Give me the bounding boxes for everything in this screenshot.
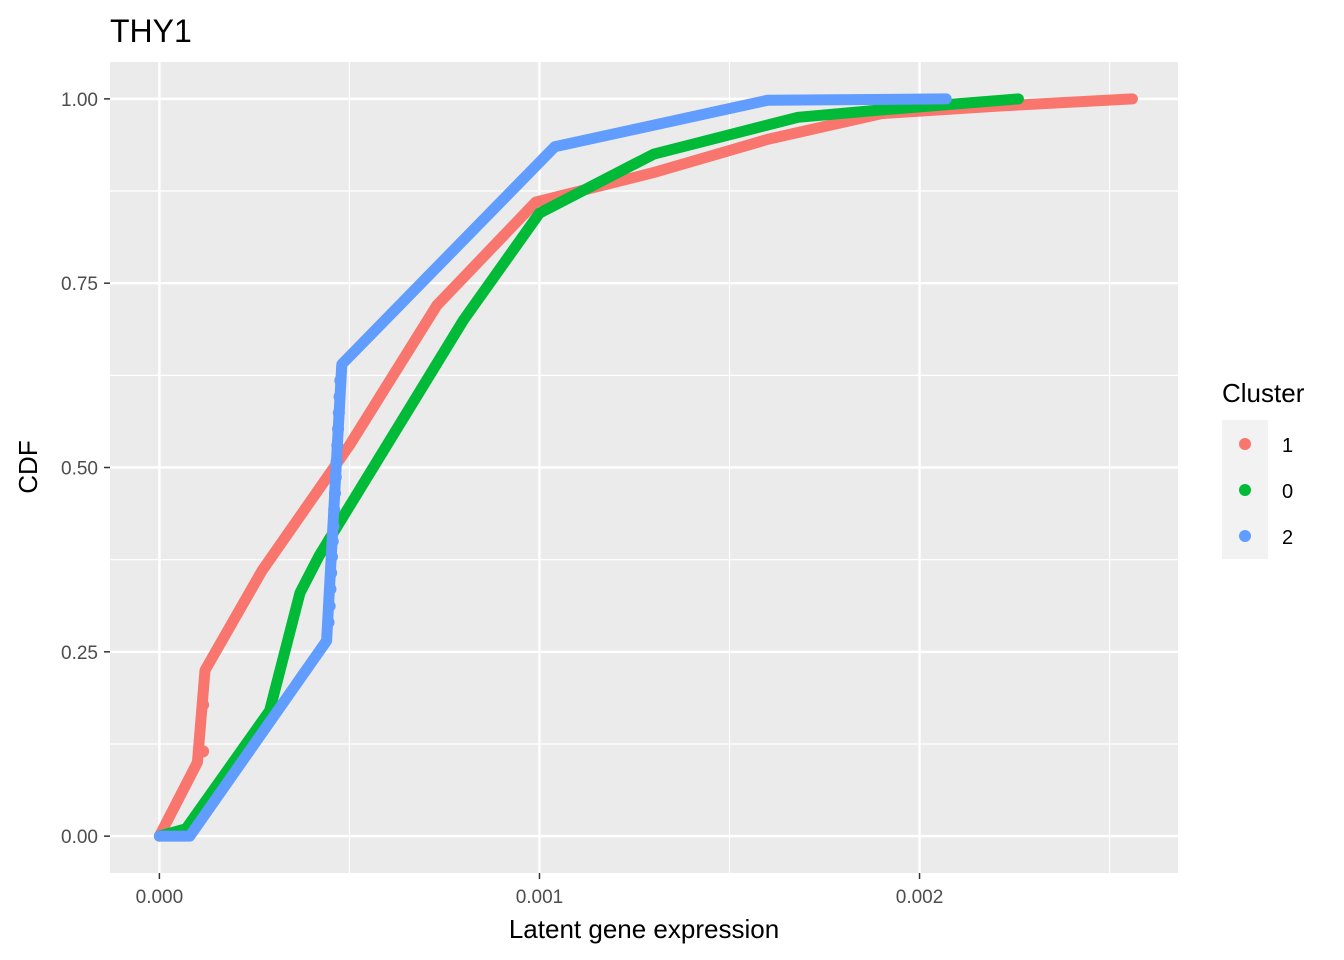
series-point-2 xyxy=(332,423,345,436)
y-tick-label: 0.75 xyxy=(61,274,98,295)
series-point-2 xyxy=(325,550,338,563)
series-point-2 xyxy=(322,616,335,629)
series-point-2 xyxy=(325,566,338,579)
legend-label-1: 1 xyxy=(1282,435,1293,457)
legend-key-1 xyxy=(1239,438,1251,450)
series-point-1 xyxy=(197,745,210,758)
series-0 xyxy=(153,93,1024,842)
x-tick-label: 0.002 xyxy=(896,887,944,908)
series-line-0 xyxy=(153,93,1024,842)
series-point-2 xyxy=(334,374,347,387)
series-point-2 xyxy=(330,455,343,468)
x-tick-label: 0.000 xyxy=(136,887,184,908)
legend-key-2 xyxy=(1239,530,1251,542)
series-point-2 xyxy=(329,471,342,484)
x-tick-label: 0.001 xyxy=(516,887,564,908)
series-point-2 xyxy=(329,487,342,500)
series-line-2 xyxy=(153,93,952,842)
series-point-2 xyxy=(332,406,345,419)
x-axis-title: Latent gene expression xyxy=(509,914,779,944)
y-tick-label: 0.25 xyxy=(61,643,98,664)
series-point-2 xyxy=(326,535,339,548)
series-point-2 xyxy=(333,390,346,403)
series-point-2 xyxy=(327,520,340,533)
series-2 xyxy=(153,93,952,842)
series-point-2 xyxy=(331,439,344,452)
legend: Cluster 1 0 2 xyxy=(1222,378,1305,559)
legend-label-0: 0 xyxy=(1282,481,1293,503)
series-layer xyxy=(153,93,1138,842)
y-tick-label: 0.00 xyxy=(61,827,98,848)
y-axis: 0.00 0.25 0.50 0.75 1.00 xyxy=(61,90,110,848)
x-axis: 0.000 0.001 0.002 xyxy=(136,873,944,908)
chart-title: THY1 xyxy=(110,13,192,49)
y-axis-title: CDF xyxy=(13,440,43,493)
y-tick-label: 0.50 xyxy=(61,459,98,480)
series-point-2 xyxy=(328,503,341,516)
series-point-2 xyxy=(324,583,337,596)
legend-title: Cluster xyxy=(1222,378,1305,408)
y-tick-label: 1.00 xyxy=(61,90,98,111)
legend-label-2: 2 xyxy=(1282,527,1293,549)
legend-key-0 xyxy=(1239,484,1251,496)
series-point-1 xyxy=(197,698,210,711)
series-point-2 xyxy=(323,600,336,613)
